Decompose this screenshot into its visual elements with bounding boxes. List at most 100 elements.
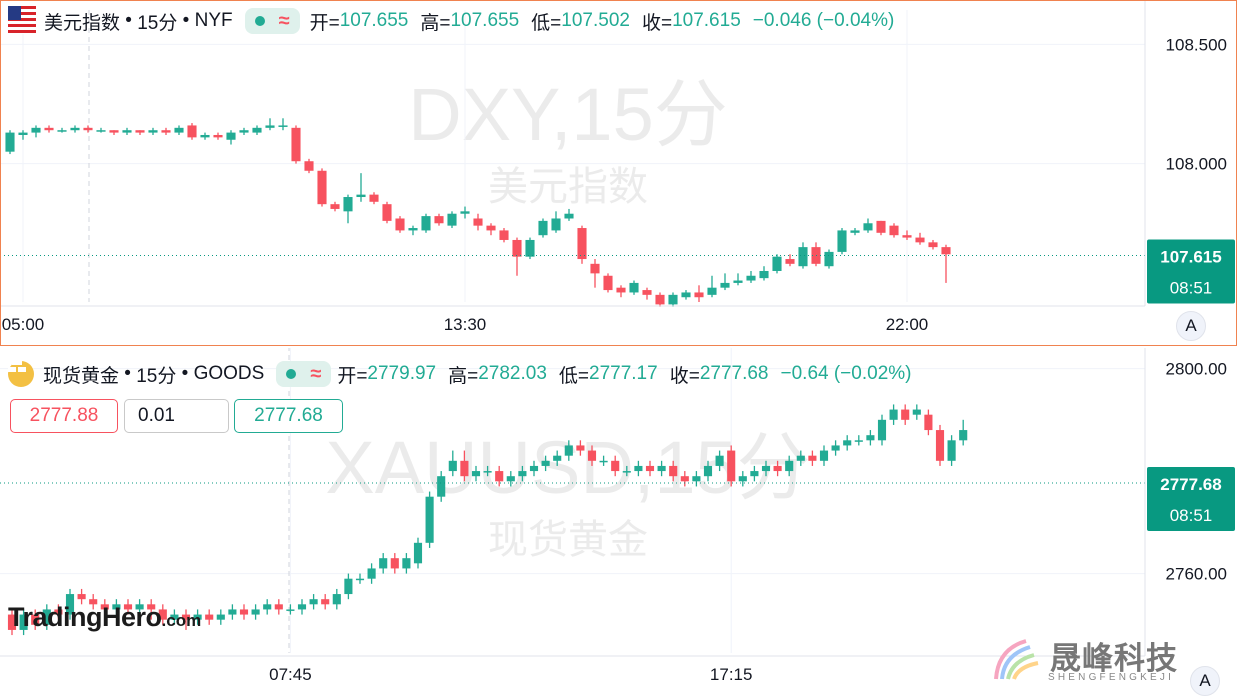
candle-body <box>866 435 875 441</box>
open-value: 2779.97 <box>367 363 437 384</box>
candle-body <box>715 455 724 466</box>
dxy-chart-panel[interactable]: DXY,15分 美元指数 108.500 108.000 05:00 13:30 22:00… <box>0 0 1237 346</box>
candle-body <box>170 614 179 620</box>
buy-button[interactable]: 2777.68 <box>234 399 343 433</box>
separator-dot: • <box>119 363 137 384</box>
candle-body <box>274 604 283 610</box>
candle-body <box>703 465 713 477</box>
symbol-name[interactable]: 现货黄金 <box>43 365 120 387</box>
candle-body <box>5 132 15 152</box>
watermark-cn-text: 晟峰科技 <box>1050 641 1178 676</box>
low-value: 107.502 <box>561 10 630 31</box>
candle-body <box>408 228 418 231</box>
candle-body <box>309 599 318 605</box>
candle-body <box>819 450 829 461</box>
market-status-pill[interactable]: ≈ <box>276 361 332 387</box>
low-value: 2777.17 <box>589 363 658 384</box>
candle-body <box>112 604 121 610</box>
last-price-tag-label: 2777.68 <box>1160 475 1221 494</box>
candle-body <box>587 450 597 461</box>
candle-body <box>808 455 817 461</box>
candle-body <box>83 127 93 131</box>
candle-body <box>200 134 210 138</box>
order-size-input[interactable]: 0.01 <box>124 399 229 433</box>
candle-body <box>798 247 808 267</box>
candle-body <box>135 130 145 133</box>
last-price-tag-label: 107.615 <box>1160 247 1221 266</box>
auto-scale-button[interactable]: A <box>1176 311 1206 341</box>
gold-chart-panel[interactable]: XAUUSD,15分 现货黄金 2800.00 2760.00 07:45 17:15 27… <box>0 348 1237 696</box>
candle-body <box>525 239 535 257</box>
candle-body <box>379 558 388 569</box>
candle-body <box>54 609 63 615</box>
price-tick-label: 2800.00 <box>1166 360 1227 379</box>
open-label: 开= <box>337 365 368 387</box>
candle-body <box>603 275 613 291</box>
change-value: −0.64 (−0.02%) <box>780 363 912 384</box>
candle-body <box>785 259 795 264</box>
candle-body <box>889 409 898 420</box>
candle-body <box>355 578 365 581</box>
candle-body <box>321 599 330 605</box>
candle-body <box>902 235 912 238</box>
candle-body <box>529 465 539 472</box>
candle-body <box>901 409 910 420</box>
candle-body <box>837 230 847 252</box>
candle-body <box>304 161 314 171</box>
candle-body <box>31 127 41 133</box>
candle-body <box>772 256 782 271</box>
candle-body <box>642 290 652 295</box>
candle-body <box>367 568 376 579</box>
chart-watermark-sub: 美元指数 <box>488 164 648 210</box>
candle-body <box>564 445 573 456</box>
candle-body <box>876 220 886 233</box>
candle-body <box>877 419 887 441</box>
candle-body <box>518 471 527 477</box>
high-value: 2782.03 <box>478 363 547 384</box>
time-tick-label: 05:00 <box>2 315 45 334</box>
auto-scale-button[interactable]: A <box>1190 666 1220 696</box>
candle-body <box>205 614 214 620</box>
tradinghero-logo: TradingHero.com <box>8 602 201 633</box>
candle-body <box>382 204 392 221</box>
watermark-en-text: SHENGFENGKEJI <box>1048 672 1175 683</box>
change-value: −0.046 (−0.04%) <box>752 10 895 31</box>
candle-body <box>413 542 423 564</box>
candle-body <box>657 465 666 472</box>
candle-body <box>344 578 353 595</box>
candle-body <box>421 216 431 231</box>
candle-body <box>692 476 701 482</box>
symbol-name[interactable]: 美元指数 <box>44 12 121 34</box>
candle-body <box>369 194 379 202</box>
candle-body <box>147 604 156 610</box>
candle-body <box>96 130 106 132</box>
market-status-pill[interactable]: ≈ <box>244 8 300 34</box>
high-value: 107.655 <box>450 10 520 31</box>
candle-body <box>390 558 399 569</box>
sell-button[interactable]: 2777.88 <box>10 399 118 433</box>
candle-body <box>599 460 608 463</box>
interval-label[interactable]: 15分 <box>136 365 177 387</box>
interval-label[interactable]: 15分 <box>137 12 178 34</box>
gold-legend: 现货黄金 • 15分 • GOODS ≈ 开= 2779.97 高= 2782.03… <box>8 359 911 389</box>
candle-body <box>576 445 585 451</box>
candle-body <box>148 130 158 133</box>
candle-body <box>291 127 301 162</box>
time-tick-label: 07:45 <box>269 665 312 684</box>
candle-body <box>471 471 481 477</box>
candle-body <box>831 445 840 451</box>
candle-body <box>486 225 496 231</box>
candle-body <box>460 460 469 477</box>
candle-body <box>317 170 327 205</box>
candle-body <box>959 430 968 441</box>
chart-watermark: DXY,15分 <box>408 73 728 156</box>
candle-body <box>460 211 470 214</box>
market-open-dot-icon <box>254 16 265 26</box>
time-tick-label: 17:15 <box>710 665 753 684</box>
candle-body <box>941 247 951 255</box>
candle-body <box>738 476 747 482</box>
gold-bars-icon <box>8 360 34 387</box>
candle-body <box>512 239 522 257</box>
